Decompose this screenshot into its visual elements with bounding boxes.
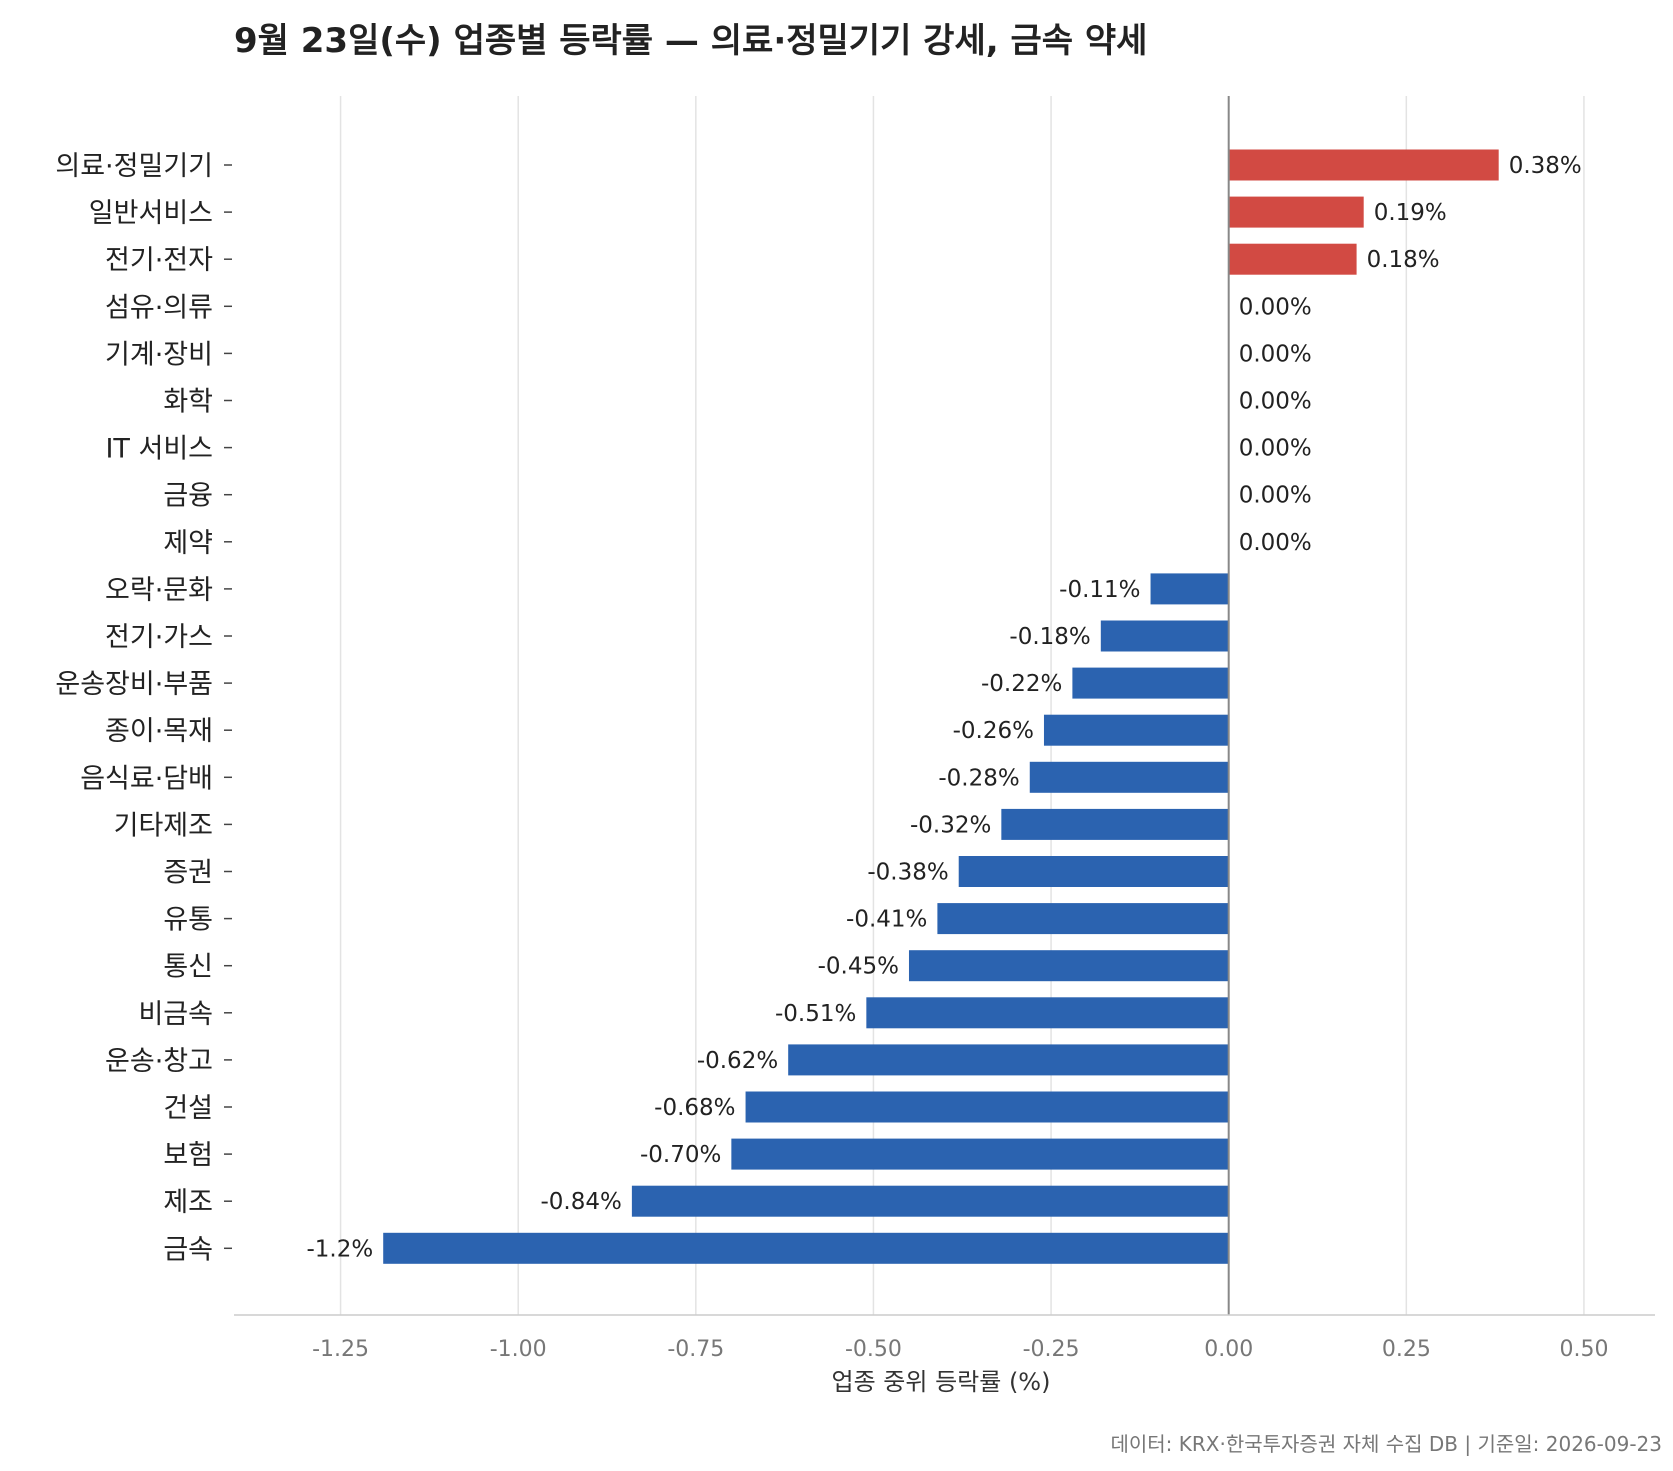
bar-value-label: 0.38% xyxy=(1509,153,1582,179)
bar-value-label: -0.51% xyxy=(775,1001,856,1027)
y-tick-label: 일반서비스 xyxy=(89,198,213,229)
x-tick-label: -0.75 xyxy=(667,1337,724,1362)
y-tick-label: 금속 xyxy=(163,1234,213,1265)
y-tick-label: 제조 xyxy=(163,1187,213,1218)
bar xyxy=(1001,808,1229,840)
x-tick-label: -1.25 xyxy=(312,1337,369,1362)
bar xyxy=(745,1091,1229,1123)
bar xyxy=(788,1044,1229,1076)
y-tick-label: 통신 xyxy=(163,952,213,983)
x-tick-label: 0.00 xyxy=(1204,1337,1253,1362)
x-tick-labels: -1.25 -1.00 -0.75 -0.50 -0.25 0.00 0.25 0.50 xyxy=(312,1337,1608,1362)
y-tick-label: 종이·목재 xyxy=(105,716,213,747)
bar xyxy=(1043,714,1229,746)
bar-value-label: 0.00% xyxy=(1239,436,1312,462)
bar xyxy=(1150,573,1229,605)
bar xyxy=(866,997,1229,1029)
bars xyxy=(383,149,1499,1264)
y-tick-label: 전기·가스 xyxy=(105,622,213,653)
bar-value-label: 0.00% xyxy=(1239,530,1312,556)
bar xyxy=(1228,243,1357,275)
bar-value-label: -0.22% xyxy=(981,671,1062,697)
bar xyxy=(908,950,1229,982)
x-tick-label: -0.50 xyxy=(845,1337,902,1362)
bar-value-label: 0.00% xyxy=(1239,389,1312,415)
x-axis-label: 업종 중위 등락률 (%) xyxy=(832,1368,1051,1396)
y-tick-label: 금융 xyxy=(163,481,213,512)
bar-value-label: -0.11% xyxy=(1059,577,1140,603)
x-tick-label: -0.25 xyxy=(1023,1337,1080,1362)
gridlines xyxy=(339,96,1585,1315)
source-note: 데이터: KRX·한국투자증권 자체 수집 DB | 기준일: 2026-09-… xyxy=(1110,1432,1662,1456)
y-tick-label: 운송·창고 xyxy=(105,1046,213,1077)
bar xyxy=(1100,620,1229,652)
bar xyxy=(731,1138,1229,1170)
bar-value-label: -0.32% xyxy=(910,812,991,838)
bar-value-label: -0.62% xyxy=(697,1048,778,1074)
bar-value-label: -0.84% xyxy=(541,1189,622,1215)
bar-value-label: -0.68% xyxy=(654,1095,735,1121)
y-tick-label: 오락·문화 xyxy=(105,575,213,606)
x-tick-label: -1.00 xyxy=(490,1337,547,1362)
bar-value-label: 0.00% xyxy=(1239,341,1312,367)
bar xyxy=(958,856,1229,887)
y-tick-label: 화학 xyxy=(163,387,213,418)
bar-value-label: -0.38% xyxy=(867,860,948,886)
bar xyxy=(1228,196,1364,228)
bar-value-label: 0.00% xyxy=(1239,294,1312,320)
y-tick-label: 증권 xyxy=(163,858,213,889)
bar xyxy=(937,903,1229,935)
bar-value-label: -0.18% xyxy=(1009,624,1090,650)
bar-value-label: -0.26% xyxy=(953,718,1034,744)
y-tick-label: IT 서비스 xyxy=(105,434,213,465)
y-tick-label: 전기·전자 xyxy=(105,245,213,276)
bar-value-label: -0.41% xyxy=(846,907,927,933)
y-tick-label: 의료·정밀기기 xyxy=(55,151,213,182)
bar xyxy=(1029,761,1229,793)
bar-value-label: 0.19% xyxy=(1374,200,1447,226)
y-tick-label: 기타제조 xyxy=(114,810,213,841)
y-tick-label: 유통 xyxy=(163,905,213,936)
x-tick-label: 0.50 xyxy=(1559,1337,1608,1362)
y-tick-label: 기계·장비 xyxy=(105,339,213,370)
x-tick-label: 0.25 xyxy=(1382,1337,1431,1362)
chart-title: 9월 23일(수) 업종별 등락률 — 의료·정밀기기 강세, 금속 약세 xyxy=(234,21,1147,61)
bar xyxy=(383,1232,1229,1264)
bar xyxy=(1072,667,1229,699)
y-tick-label: 건설 xyxy=(163,1093,213,1124)
y-tick-label: 운송장비·부품 xyxy=(55,669,213,700)
bar xyxy=(1228,149,1499,181)
bar-value-label: 0.00% xyxy=(1239,483,1312,509)
axes xyxy=(224,96,1655,1316)
bar-value-label: -0.45% xyxy=(818,954,899,980)
bar-value-label: -1.2% xyxy=(306,1236,373,1262)
y-tick-label: 제약 xyxy=(163,528,213,559)
bar-value-label: 0.18% xyxy=(1367,247,1440,273)
bar-value-label: -0.70% xyxy=(640,1142,721,1168)
y-tick-label: 비금속 xyxy=(138,999,213,1030)
y-tick-label: 음식료·담배 xyxy=(80,763,213,794)
bar-value-label: -0.28% xyxy=(938,765,1019,791)
bar-value-labels: 0.38% 0.19% 0.18% 0.00% 0.00% 0.00% 0.00% 0.00%… xyxy=(306,153,1581,1262)
y-tick-label: 보험 xyxy=(163,1140,213,1171)
y-tick-label: 섬유·의류 xyxy=(105,292,213,323)
bar xyxy=(631,1185,1229,1217)
